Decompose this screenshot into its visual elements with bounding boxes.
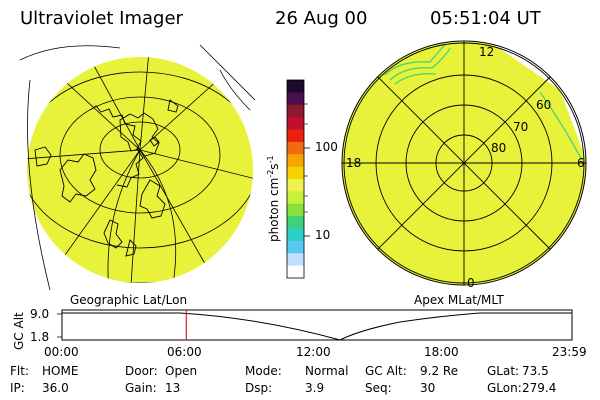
colorbar-band bbox=[287, 166, 304, 180]
auroral-contours bbox=[384, 44, 583, 161]
timeline-xtick-3: 18:00 bbox=[424, 345, 459, 359]
status-value: 279.4 bbox=[522, 381, 557, 395]
status-value: Normal bbox=[305, 364, 349, 378]
timeline-xtick-2: 12:00 bbox=[296, 345, 331, 359]
colorbar-band bbox=[287, 129, 304, 143]
mlat-label-60: 60 bbox=[536, 98, 552, 112]
colorbar-band bbox=[287, 117, 304, 131]
status-value: 30 bbox=[420, 381, 436, 395]
colorbar-band bbox=[287, 203, 304, 217]
status-key: GC Alt: bbox=[365, 364, 407, 378]
colorbar-tick-label-100: 100 bbox=[315, 140, 338, 154]
colorbar-frame bbox=[286, 79, 305, 279]
status-key: Dsp: bbox=[245, 381, 273, 395]
status-value: 36.0 bbox=[42, 381, 69, 395]
timeline-xtick-4: 23:59 bbox=[552, 345, 587, 359]
status-key: Gain: bbox=[125, 381, 157, 395]
status-value: 13 bbox=[165, 381, 181, 395]
colorbar-band bbox=[287, 104, 304, 118]
colorbar-band bbox=[287, 253, 304, 267]
time-label: 05:51:04 UT bbox=[430, 8, 541, 29]
status-key: Mode: bbox=[245, 364, 282, 378]
status-key: Seq: bbox=[365, 381, 392, 395]
status-key: Door: bbox=[125, 364, 158, 378]
status-value: 9.2 Re bbox=[420, 364, 459, 378]
mlt-label-12: 12 bbox=[479, 45, 495, 59]
colorbar-band bbox=[287, 80, 304, 93]
polar-map-label: Apex MLat/MLT bbox=[414, 293, 504, 307]
altitude-curve bbox=[62, 312, 572, 341]
status-value: 3.9 bbox=[305, 381, 325, 395]
polar-grid bbox=[342, 41, 586, 285]
status-key: IP: bbox=[10, 381, 25, 395]
colorbar-band bbox=[287, 191, 304, 205]
mlt-label-18: 18 bbox=[346, 156, 362, 170]
timeline-ytick-9: 9.0 bbox=[30, 307, 50, 321]
polar-outline bbox=[341, 40, 587, 286]
colorbar-band bbox=[287, 240, 304, 254]
mlt-label-0: 0 bbox=[467, 276, 475, 290]
status-value: 73.5 bbox=[522, 364, 549, 378]
mlt-label-6: 6 bbox=[577, 156, 585, 170]
mlat-label-70: 70 bbox=[513, 120, 529, 134]
timeline-ytick-1-8: 1.8 bbox=[30, 330, 50, 344]
timeline-xtick-1: 06:00 bbox=[167, 345, 202, 359]
timeline-ylabel: GC Alt bbox=[12, 312, 26, 350]
colorbar-band bbox=[287, 216, 304, 230]
status-value: HOME bbox=[42, 364, 79, 378]
polar-map bbox=[341, 40, 587, 286]
date-label: 26 Aug 00 bbox=[275, 8, 368, 29]
mlat-label-80: 80 bbox=[491, 141, 507, 155]
limb-lines bbox=[19, 44, 256, 291]
status-key: GLat: bbox=[487, 364, 520, 378]
geo-map-label: Geographic Lat/Lon bbox=[70, 293, 188, 307]
timeline-frame bbox=[61, 309, 573, 341]
colorbar-units: photon cm-2s-1 bbox=[266, 155, 281, 242]
timeline-xtick-0: 00:00 bbox=[44, 345, 79, 359]
altitude-timeline bbox=[57, 309, 573, 341]
status-value: Open bbox=[165, 364, 198, 378]
instrument-title: Ultraviolet Imager bbox=[20, 8, 183, 29]
colorbar bbox=[287, 80, 304, 279]
colorbar-band bbox=[287, 92, 304, 106]
colorbar-band bbox=[287, 265, 304, 279]
colorbar-band bbox=[287, 179, 304, 192]
status-key: Flt: bbox=[10, 364, 29, 378]
status-key: GLon: bbox=[487, 381, 522, 395]
colorbar-band bbox=[287, 228, 304, 242]
geographic-map bbox=[19, 44, 256, 291]
colorbar-band bbox=[287, 141, 304, 155]
colorbar-tick-label-10: 10 bbox=[315, 228, 331, 242]
coastlines bbox=[34, 99, 179, 257]
colorbar-band bbox=[287, 154, 304, 168]
